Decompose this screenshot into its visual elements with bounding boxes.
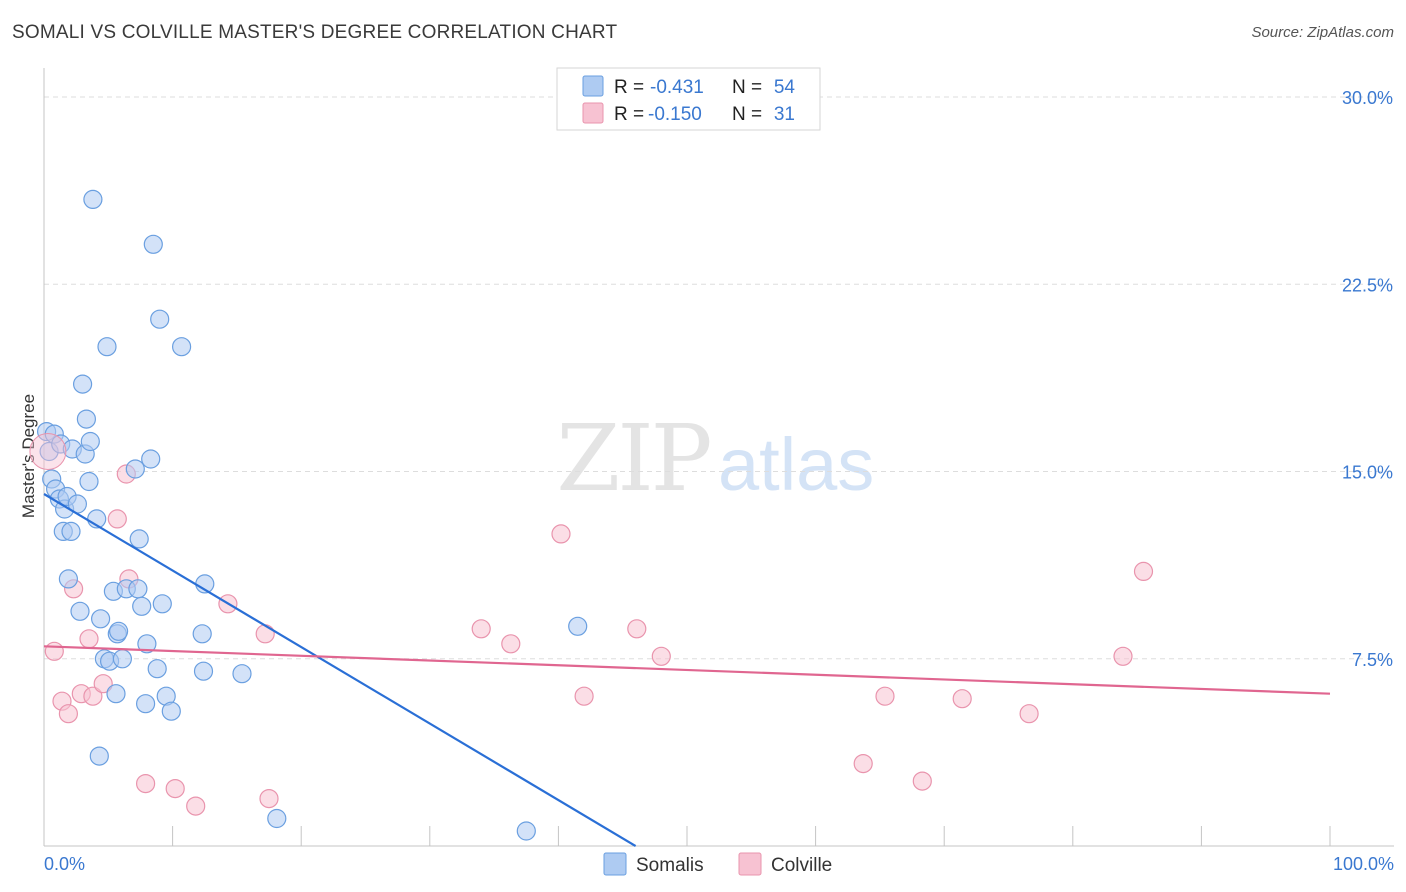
- colville-point: [627, 619, 647, 639]
- somalis-point: [568, 616, 588, 636]
- somalis-point: [89, 746, 109, 766]
- colville-point: [501, 634, 521, 654]
- somalis-point: [58, 569, 79, 589]
- somalis-point: [80, 431, 100, 452]
- somalis-point: [147, 659, 167, 679]
- somalis-point: [72, 374, 93, 394]
- somalis-point: [267, 808, 287, 829]
- y-tick-label: 22.5%: [1342, 275, 1393, 295]
- stats-legend: R = -0.431 N = 54 R = -0.150 N = 31: [556, 67, 821, 131]
- x-tick-label-min: 0.0%: [44, 854, 85, 874]
- colville-point: [259, 788, 279, 809]
- colville-point: [1133, 561, 1154, 582]
- grid-lines: [44, 96, 1394, 660]
- colville-point: [952, 689, 972, 709]
- chart-source: Source: ZipAtlas.com: [1251, 24, 1394, 41]
- colville-point: [58, 704, 79, 724]
- somalis-point: [61, 521, 81, 542]
- somalis-point: [79, 471, 99, 492]
- colville-trend-line: [43, 645, 1331, 695]
- stats-legend-r-value: -0.150: [648, 104, 702, 125]
- colville-point: [79, 629, 99, 649]
- trend-lines: [43, 493, 1331, 847]
- colville-point-large: [29, 433, 67, 470]
- somalis-point: [128, 579, 148, 599]
- stats-legend-n-value: 31: [774, 104, 795, 125]
- somalis-point: [90, 609, 111, 629]
- colville-point: [93, 674, 113, 694]
- colville-point: [44, 641, 64, 661]
- y-tick-labels: 7.5% 15.0% 22.5% 30.0%: [1342, 88, 1393, 670]
- y-tick-label: 15.0%: [1342, 463, 1393, 483]
- stats-legend-r-label: R =: [614, 77, 644, 98]
- somalis-point: [106, 684, 126, 704]
- somalis-point: [137, 634, 157, 654]
- somalis-point: [152, 594, 172, 614]
- colville-point: [136, 773, 156, 794]
- somalis-point: [161, 701, 181, 721]
- somalis-point: [70, 601, 90, 621]
- series-legend-label-somalis: Somalis: [636, 855, 704, 876]
- stats-legend-n-label: N =: [732, 77, 762, 98]
- stats-legend-r-value: -0.431: [650, 77, 704, 98]
- somalis-point: [232, 664, 252, 684]
- somalis-point: [141, 449, 161, 469]
- colville-point: [574, 686, 594, 706]
- somalis-point: [125, 459, 145, 479]
- somalis-point: [516, 821, 536, 841]
- colville-point: [107, 509, 127, 529]
- colville-point: [651, 646, 671, 666]
- somalis-point: [108, 621, 129, 641]
- colville-point: [551, 524, 571, 544]
- colville-point: [853, 753, 873, 774]
- colville-point: [471, 619, 491, 639]
- somalis-point: [172, 337, 192, 357]
- stats-legend-n-label: N =: [732, 104, 762, 125]
- somalis-point: [112, 649, 133, 669]
- colville-point: [186, 796, 206, 816]
- y-axis-label: Master's Degree: [19, 394, 38, 518]
- watermark-atlas: atlas: [718, 423, 874, 506]
- series-legend-label-colville: Colville: [771, 855, 832, 876]
- colville-point: [165, 778, 185, 799]
- y-tick-label: 7.5%: [1352, 650, 1393, 670]
- chart-title: SOMALI VS COLVILLE MASTER'S DEGREE CORRE…: [12, 22, 618, 43]
- somalis-point: [97, 337, 117, 357]
- somalis-point: [136, 694, 156, 714]
- somalis-trend-line: [43, 493, 637, 847]
- watermark: ZIP atlas: [556, 405, 874, 512]
- colville-point: [83, 686, 103, 706]
- somalis-point: [76, 409, 97, 429]
- somalis-point: [143, 234, 163, 254]
- colville-point: [875, 686, 895, 706]
- colville-point: [912, 771, 932, 791]
- series-legend-swatch-somalis: [603, 852, 627, 876]
- somalis-point: [83, 189, 103, 209]
- series-legend-swatch-colville: [738, 852, 762, 876]
- colville-point: [1019, 704, 1039, 724]
- somalis-point: [150, 309, 170, 329]
- somalis-point: [129, 529, 149, 549]
- stats-legend-swatch-somalis: [582, 75, 604, 97]
- colville-point: [255, 624, 275, 644]
- stats-legend-n-value: 54: [774, 77, 796, 98]
- stats-legend-swatch-colville: [582, 102, 604, 124]
- data-points: [29, 189, 1154, 841]
- somalis-point: [192, 624, 212, 644]
- somalis-point: [132, 596, 152, 616]
- y-tick-label: 30.0%: [1342, 88, 1393, 108]
- somalis-point: [193, 661, 214, 681]
- x-tick-marks: [172, 826, 1331, 846]
- series-legend: Somalis Colville: [603, 852, 832, 876]
- stats-legend-r-label: R =: [614, 104, 644, 125]
- colville-point: [1113, 646, 1133, 666]
- watermark-zip: ZIP: [556, 405, 709, 512]
- x-tick-label-max: 100.0%: [1333, 854, 1394, 874]
